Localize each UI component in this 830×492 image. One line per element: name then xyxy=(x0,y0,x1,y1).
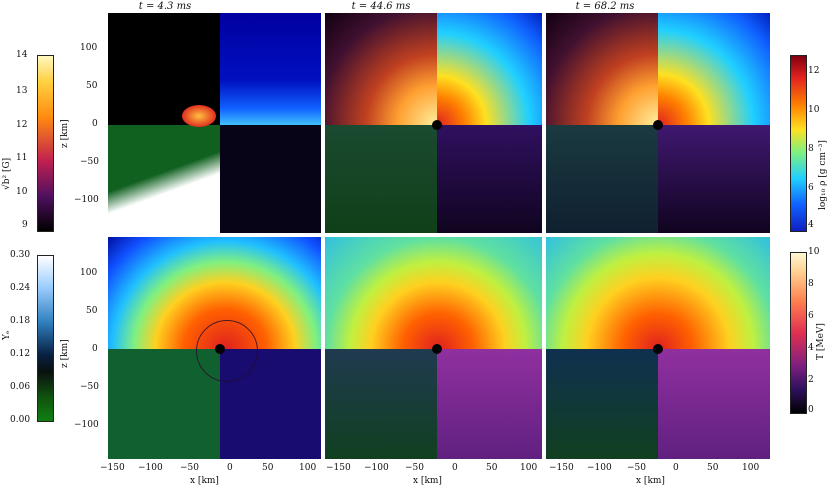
cb-b-label: √b² [G] xyxy=(2,157,12,190)
ylabel-top: z [km] xyxy=(60,119,70,148)
cb-rho-label: log₁₀ ρ [g cm⁻³] xyxy=(818,140,828,210)
ytick-bot-100: 100 xyxy=(80,268,98,278)
panel-top-t1 xyxy=(108,13,321,233)
ytick-bot-m100: −100 xyxy=(74,420,99,430)
quad-rho xyxy=(437,13,542,125)
colorbar-density xyxy=(790,55,807,232)
panel-title-t3: t = 68.2 ms xyxy=(575,1,635,12)
cb-T-tick-10: 10 xyxy=(808,247,820,257)
ytick-bot-50: 50 xyxy=(86,306,98,316)
quad-rho xyxy=(220,13,321,125)
cb-rho-tick-8: 8 xyxy=(808,144,814,154)
colorbar-ye xyxy=(37,255,54,422)
panel-bottom-t2 xyxy=(325,237,542,459)
xtick-p1-m100: −100 xyxy=(138,463,163,473)
xtick-p3-100: 100 xyxy=(742,463,760,473)
ytick-top-0: 0 xyxy=(92,119,98,129)
cb-ye-tick-012: 0.12 xyxy=(10,349,31,359)
xtick-p2-50: 50 xyxy=(486,463,498,473)
ytick-top-100: 100 xyxy=(80,43,98,53)
xlabel-p1: x [km] xyxy=(190,476,219,486)
cb-b-tick-11: 11 xyxy=(16,153,28,163)
xlabel-p2: x [km] xyxy=(413,476,442,486)
xtick-p3-50: 50 xyxy=(707,463,719,473)
xtick-p1-m150: −150 xyxy=(100,463,125,473)
panel-bottom-t3 xyxy=(546,237,770,459)
ytick-top-m50: −50 xyxy=(80,157,99,167)
panel-title-t1: t = 4.3 ms xyxy=(138,1,192,12)
cb-rho-tick-6: 6 xyxy=(808,183,814,193)
panel-top-t2 xyxy=(325,13,542,233)
ytick-top-m100: −100 xyxy=(74,195,99,205)
xtick-p1-50: 50 xyxy=(262,463,274,473)
cb-ye-tick-018: 0.18 xyxy=(10,316,31,326)
xtick-p3-m100: −100 xyxy=(587,463,612,473)
cb-b-tick-12: 12 xyxy=(16,120,28,130)
xtick-p2-m150: −150 xyxy=(326,463,351,473)
xtick-p1-m50: −50 xyxy=(180,463,199,473)
cb-T-tick-2: 2 xyxy=(808,375,814,385)
quad-ye xyxy=(546,125,658,233)
panel-top-t3 xyxy=(546,13,770,233)
xtick-p1-0: 0 xyxy=(227,463,233,473)
colorbar-magnetic xyxy=(37,55,54,232)
black-hole xyxy=(432,120,442,130)
quad-ye xyxy=(108,125,220,233)
quad-T xyxy=(658,349,770,459)
ytick-top-50: 50 xyxy=(86,81,98,91)
cb-T-tick-6: 6 xyxy=(808,311,814,321)
cb-T-tick-8: 8 xyxy=(808,279,814,289)
xtick-p3-m150: −150 xyxy=(549,463,574,473)
black-hole xyxy=(653,344,663,354)
cb-ye-tick-006: 0.06 xyxy=(10,382,31,392)
cb-ye-tick-000: 0.00 xyxy=(10,415,31,425)
colorbar-temperature xyxy=(790,252,807,414)
cb-ye-tick-030: 0.30 xyxy=(10,250,31,260)
panel-title-t2: t = 44.6 ms xyxy=(351,1,411,12)
black-hole xyxy=(215,344,225,354)
xtick-p2-0: 0 xyxy=(452,463,458,473)
cb-rho-tick-12: 12 xyxy=(808,66,820,76)
cb-ye-label: Yₑ xyxy=(2,330,12,340)
xtick-p3-m50: −50 xyxy=(627,463,646,473)
quad-T xyxy=(220,125,321,233)
quad-T xyxy=(437,125,542,233)
quad-T xyxy=(658,125,770,233)
cb-T-label: T [MeV] xyxy=(816,323,826,360)
hot-spot xyxy=(182,105,216,127)
cb-b-tick-9: 9 xyxy=(22,220,28,230)
panel-bottom-t1 xyxy=(108,237,321,459)
cb-rho-tick-10: 10 xyxy=(808,105,820,115)
cb-T-tick-4: 4 xyxy=(808,343,814,353)
quad-ye xyxy=(325,349,437,459)
xtick-p2-100: 100 xyxy=(520,463,538,473)
quad-rho xyxy=(325,237,542,349)
quad-T xyxy=(437,349,542,459)
quad-rho xyxy=(546,237,770,349)
ylabel-bottom: z [km] xyxy=(60,339,70,368)
quad-ye xyxy=(546,349,658,459)
quad-ye xyxy=(325,125,437,233)
xtick-p3-0: 0 xyxy=(673,463,679,473)
quad-b xyxy=(325,13,437,125)
ytick-bot-m50: −50 xyxy=(80,382,99,392)
cb-b-tick-13: 13 xyxy=(16,86,28,96)
quad-rho xyxy=(658,13,770,125)
xtick-p2-m50: −50 xyxy=(405,463,424,473)
cb-b-tick-10: 10 xyxy=(16,187,28,197)
ytick-bot-0: 0 xyxy=(92,344,98,354)
xtick-p1-100: 100 xyxy=(299,463,317,473)
black-hole xyxy=(653,120,663,130)
cb-b-tick-14: 14 xyxy=(16,50,28,60)
cb-T-tick-0: 0 xyxy=(808,405,814,415)
cb-rho-tick-4: 4 xyxy=(808,220,814,230)
accretion-ring xyxy=(196,320,258,382)
cb-ye-tick-024: 0.24 xyxy=(10,283,31,293)
xlabel-p3: x [km] xyxy=(636,476,665,486)
black-hole xyxy=(432,344,442,354)
xtick-p2-m100: −100 xyxy=(364,463,389,473)
quad-b xyxy=(546,13,658,125)
